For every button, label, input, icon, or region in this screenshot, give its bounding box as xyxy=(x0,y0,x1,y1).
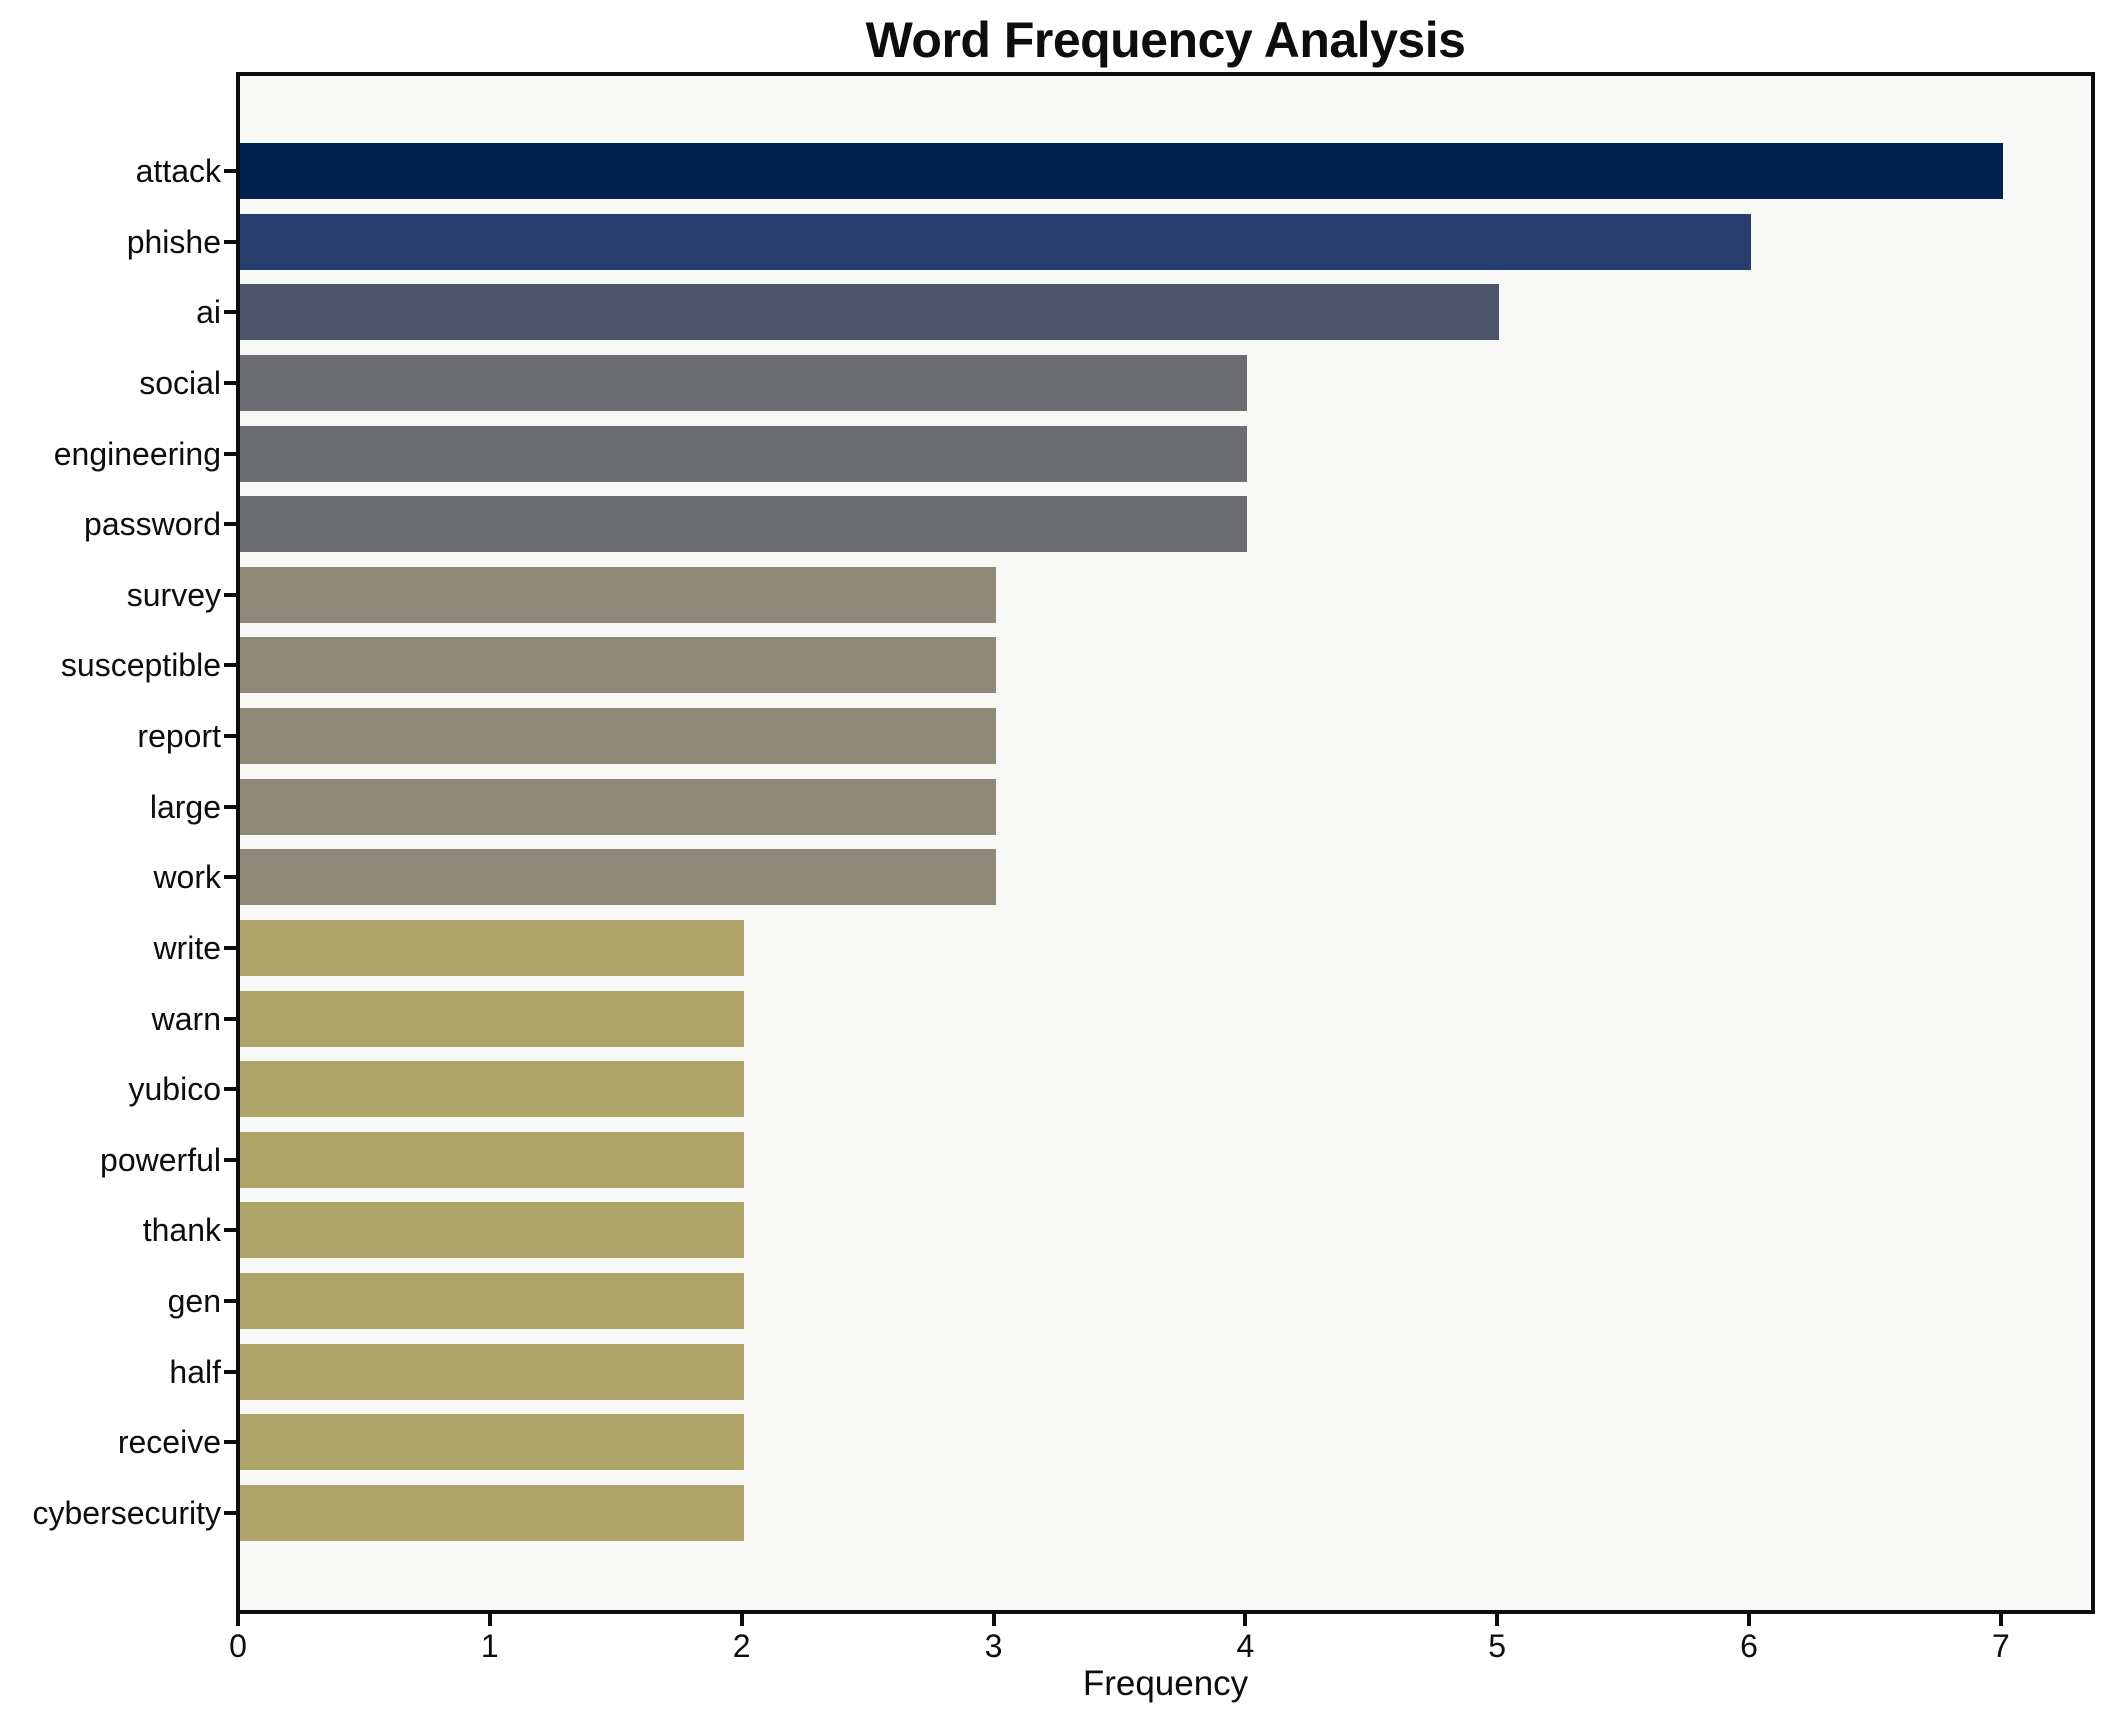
y-axis-label-half: half xyxy=(169,1353,221,1390)
x-tick-label-5: 5 xyxy=(1488,1628,1507,1664)
y-tick xyxy=(224,804,236,809)
y-axis-label-social: social xyxy=(139,364,221,401)
y-tick xyxy=(224,1016,236,1021)
y-tick xyxy=(224,663,236,668)
bar-attack xyxy=(240,143,2003,199)
y-axis-label-warn: warn xyxy=(151,1000,221,1037)
x-tick-label-6: 6 xyxy=(1740,1628,1758,1664)
y-axis-label-attack: attack xyxy=(135,153,221,189)
y-tick xyxy=(224,451,236,456)
y-tick xyxy=(224,380,236,385)
bar-susceptible xyxy=(240,637,996,694)
y-tick xyxy=(224,945,236,950)
y-tick xyxy=(224,1157,236,1162)
x-tick xyxy=(1495,1614,1500,1626)
y-axis-label-thank: thank xyxy=(142,1212,221,1249)
y-axis-label-engineering: engineering xyxy=(53,435,221,472)
bar-social xyxy=(240,354,1248,411)
x-tick xyxy=(991,1614,996,1626)
x-tick xyxy=(739,1614,744,1626)
y-tick xyxy=(224,1299,236,1304)
y-axis-label-gen: gen xyxy=(167,1283,221,1320)
bar-cybersecurity xyxy=(240,1484,744,1541)
y-axis-label-work: work xyxy=(153,859,221,896)
x-tick xyxy=(236,1614,240,1626)
y-tick xyxy=(224,592,236,597)
bar-report xyxy=(240,708,996,765)
y-axis-label-phishe: phishe xyxy=(126,223,221,260)
y-tick xyxy=(224,734,236,739)
bar-engineering xyxy=(240,425,1248,482)
bar-receive xyxy=(240,1414,744,1471)
y-tick xyxy=(224,169,236,173)
y-axis-label-yubico: yubico xyxy=(128,1071,222,1108)
x-tick xyxy=(1243,1614,1248,1626)
y-axis-label-large: large xyxy=(149,788,221,825)
y-tick xyxy=(224,875,236,880)
bar-thank xyxy=(240,1202,744,1259)
bar-phishe xyxy=(240,213,1752,270)
y-tick xyxy=(224,1440,236,1445)
x-tick-label-4: 4 xyxy=(1236,1628,1255,1664)
bar-write xyxy=(240,919,744,976)
chart-title: Word Frequency Analysis xyxy=(865,12,1466,68)
x-tick-label-1: 1 xyxy=(480,1628,499,1664)
y-tick xyxy=(224,310,236,315)
y-tick xyxy=(224,522,236,527)
bar-ai xyxy=(240,284,1500,341)
x-tick-label-7: 7 xyxy=(1991,1628,2010,1664)
x-tick xyxy=(487,1614,492,1626)
x-tick-label-2: 2 xyxy=(732,1628,751,1664)
y-tick xyxy=(224,1087,236,1092)
bar-password xyxy=(240,496,1248,553)
bar-work xyxy=(240,849,996,906)
y-axis-label-ai: ai xyxy=(196,294,221,331)
bar-survey xyxy=(240,566,996,623)
y-axis-label-cybersecurity: cybersecurity xyxy=(32,1494,222,1531)
x-tick-label-3: 3 xyxy=(984,1628,1003,1664)
x-tick xyxy=(1747,1614,1752,1626)
y-axis-label-password: password xyxy=(84,506,221,543)
y-axis-label-report: report xyxy=(137,718,221,755)
bar-half xyxy=(240,1343,744,1400)
y-axis-label-powerful: powerful xyxy=(100,1141,221,1178)
y-tick xyxy=(224,1369,236,1374)
bar-yubico xyxy=(240,1061,744,1118)
y-axis-label-write: write xyxy=(153,929,221,966)
bar-gen xyxy=(240,1273,744,1330)
y-tick xyxy=(224,1228,236,1233)
bar-warn xyxy=(240,990,744,1047)
y-axis-label-survey: survey xyxy=(126,576,221,613)
bar-powerful xyxy=(240,1131,744,1188)
x-tick-label-0: 0 xyxy=(229,1628,247,1664)
x-tick xyxy=(1998,1614,2003,1626)
y-axis-label-susceptible: susceptible xyxy=(60,647,221,684)
y-tick xyxy=(224,1510,236,1515)
x-axis-title: Frequency xyxy=(1082,1664,1249,1703)
bar-large xyxy=(240,778,996,835)
plot-area xyxy=(236,72,2095,1614)
y-axis-label-receive: receive xyxy=(117,1424,221,1461)
y-tick xyxy=(224,239,236,244)
